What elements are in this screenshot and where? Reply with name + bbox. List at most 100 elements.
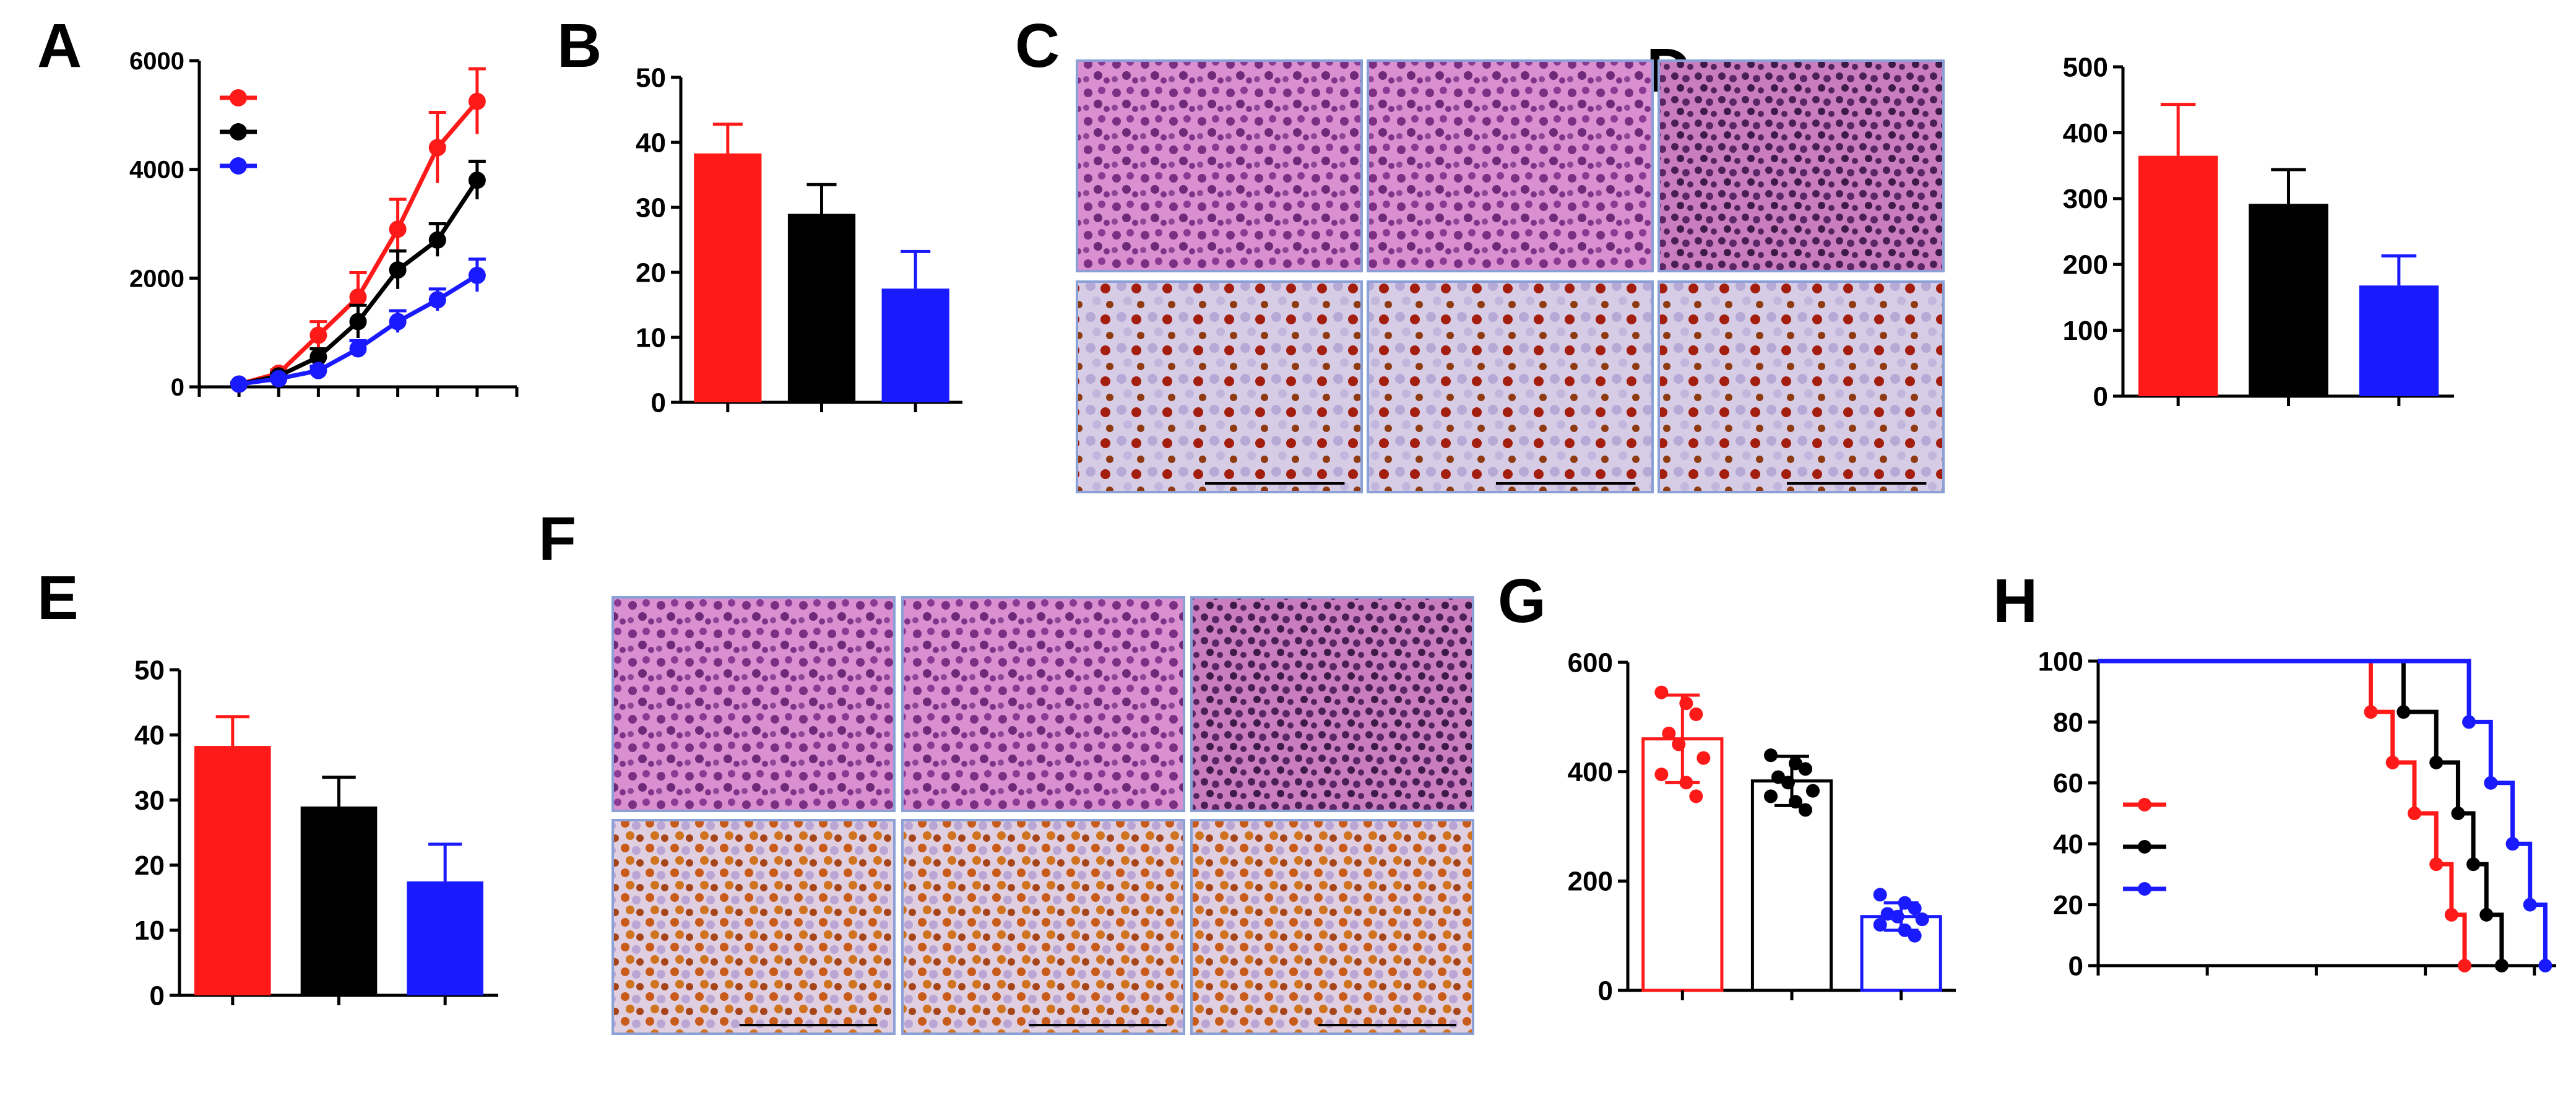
panel-g-data-point [1873,918,1887,932]
panel-d-bar [2359,285,2439,396]
panel-e-y-tick-label: 30 [134,786,165,816]
panel-c-micrograph [1367,280,1654,493]
panel-h-survival-curve [2098,659,2548,966]
panel-b-bar [787,214,856,402]
panel-b-y-tick-label: 40 [636,128,666,158]
panel-c-micrograph [1076,59,1363,272]
panel-a-legend-marker [230,157,247,175]
panel-f-micrograph [612,596,896,812]
panel-h-event-marker [2538,959,2552,972]
panel-e-bar [300,806,378,995]
panel-g-data-point [1890,909,1904,924]
panel-letter-a: A [37,11,82,80]
panel-e-y-tick-label: 20 [134,850,165,881]
panel-h-event-marker [2505,837,2520,851]
panel-g-data-point [1798,803,1812,817]
panel-f-micrograph [612,819,896,1035]
panel-a-data-point [389,313,407,331]
panel-g-data-point [1908,901,1922,915]
panel-g-data-point [1689,707,1703,721]
panel-h-survival-curve [2098,659,2504,966]
panel-d-y-tick-label: 0 [2093,381,2108,412]
panel-f-micrograph [1190,596,1474,812]
panel-e-y-tick-label: 0 [150,980,165,1011]
panel-h-event-marker [2494,959,2509,972]
panel-c-micrograph [1658,280,1945,493]
panel-g-data-point [1781,776,1795,790]
panel-h-legend-marker [2138,840,2151,854]
panel-a-tumor-volume-chart: 0 2000 4000 6000 [129,48,519,401]
panel-c-micrograph [1367,59,1654,272]
panel-d-bar [2138,155,2218,396]
panel-letter-h: H [1993,566,2038,636]
panel-c-micrograph [1658,59,1945,272]
panel-a-legend-marker [230,123,247,141]
panel-h-event-marker [2484,776,2498,790]
panel-b-y-tick-label: 0 [651,387,666,418]
panel-g-data-point [1679,776,1693,790]
panel-d-y-tick-label: 400 [2063,118,2108,149]
panel-g-data-point [1689,789,1703,803]
panel-e-bar [407,881,483,995]
panel-a-data-point [428,139,446,157]
panel-b-y-tick-label: 30 [636,193,666,223]
panel-a-data-point [389,220,407,238]
panel-h-event-marker [2397,705,2411,719]
panel-g-data-point [1898,923,1912,937]
panel-h-legend-marker [2138,798,2151,812]
panel-g-y-tick-label: 200 [1568,867,1613,897]
panel-d-bar [2249,204,2328,396]
panel-g-data-point [1662,726,1676,740]
panel-letter-b: B [557,11,602,80]
panel-g-y-tick-label: 0 [1598,976,1613,1006]
panel-g-data-point [1654,685,1669,699]
panel-d-ki67-chart: 0 100 200 300 400 500 [2063,52,2454,412]
panel-h-y-tick-label: 80 [2053,708,2083,738]
panel-h-event-marker [2364,705,2378,719]
panel-b-lung-nodules-chart: 0 10 20 30 40 50 [636,63,962,418]
panel-h-event-marker [2462,715,2476,729]
panel-a-data-point [349,313,367,331]
panel-f-lung-tissue-micrographs [612,596,1474,1035]
panel-a-y-tick-label: 4000 [129,157,184,184]
panel-h-event-marker [2523,898,2537,912]
panel-a-data-point [389,261,407,279]
panel-a-legend-marker [230,89,247,106]
panel-a-y-tick-label: 0 [171,374,184,401]
panel-a-data-point [468,92,486,110]
panel-a-data-point [309,348,327,366]
panel-g-data-point [1764,789,1778,803]
panel-letters: ABCDEFGH [37,11,2038,636]
panel-a-data-point [468,266,486,284]
panel-g-data-point [1805,784,1820,798]
panel-h-event-marker [2479,907,2494,922]
panel-g-bar [1750,779,1833,992]
panel-a-y-tick-label: 6000 [129,48,184,75]
panel-b-y-tick-label: 50 [636,63,666,93]
panel-f-micrograph [1190,819,1474,1035]
panel-g-y-tick-label: 600 [1568,647,1613,678]
panel-a-data-point [230,375,248,393]
panel-d-y-tick-label: 300 [2063,184,2108,214]
panel-d-y-tick-label: 200 [2063,250,2108,280]
panel-g-data-point [1789,795,1802,809]
panel-h-event-marker [2451,807,2465,820]
panel-a-data-point [309,326,327,344]
panel-letter-e: E [37,563,79,633]
panel-c-micrograph [1076,280,1363,493]
panel-h-event-marker [2429,857,2444,872]
panel-c-mammary-tissue-micrographs [1076,59,1945,493]
panel-h-survival-chart: 0 20 40 60 80 100 [2038,646,2556,981]
panel-g-data-point [1764,748,1778,763]
panel-e-lung-nodules-chart: 0 10 20 30 40 50 [134,655,498,1011]
panel-a-data-point [428,291,446,309]
panel-a-data-point [270,370,288,387]
panel-g-data-point [1771,770,1786,784]
panel-g-data-point [1908,928,1922,943]
panel-g-data-point [1696,751,1711,765]
panel-e-bar [194,746,271,995]
panel-h-event-marker [2444,907,2458,922]
panel-h-legend-marker [2138,882,2151,896]
panel-e-y-tick-label: 10 [134,915,165,946]
